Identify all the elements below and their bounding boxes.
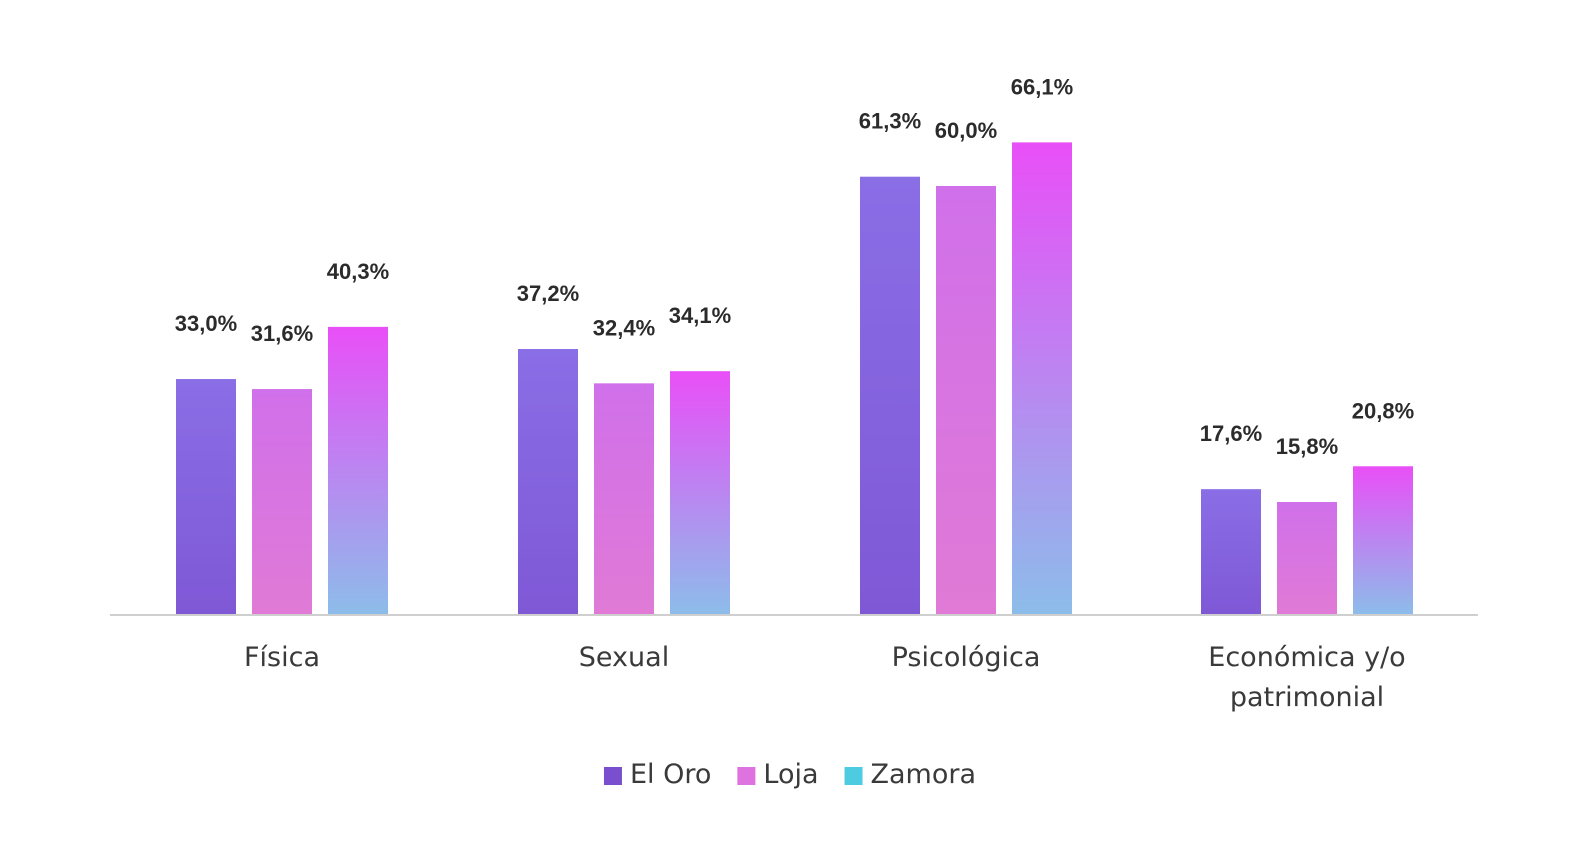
category-label-1: Sexual [579,642,669,673]
data-label-el-oro-1: 37,2% [517,281,579,306]
data-label-el-oro-3: 17,6% [1200,421,1262,446]
data-label-zamora-2: 66,1% [1011,74,1073,99]
bar-el-oro-0 [176,379,236,615]
value-labels-layer: 33,0% 31,6% 40,3% 37,2% 32,4% 34,1% 61,3% 60,0%… [175,74,1414,459]
category-label-2: Psicológica [892,642,1041,673]
data-label-zamora-0: 40,3% [327,259,389,284]
bar-loja-3 [1277,502,1337,615]
data-label-zamora-1: 34,1% [669,303,731,328]
legend-label-zamora: Zamora [871,759,977,790]
bar-loja-0 [252,389,312,615]
legend-swatch-zamora [844,767,863,785]
data-label-loja-1: 32,4% [593,315,655,340]
bar-zamora-3 [1353,466,1413,615]
legend-swatch-el-oro [603,767,622,785]
legend: El Oro Loja Zamora [603,759,977,790]
category-label-0: Física [244,642,320,673]
bar-zamora-2 [1012,142,1072,615]
legend-label-loja: Loja [763,759,818,790]
data-label-loja-0: 31,6% [251,321,313,346]
data-label-loja-3: 15,8% [1276,434,1338,459]
bar-el-oro-2 [860,176,920,615]
data-label-loja-2: 60,0% [935,118,997,143]
category-labels-layer: Física Sexual Psicológica Económica y/o patr… [244,642,1406,713]
bar-loja-1 [594,383,654,615]
legend-swatch-loja [737,767,756,785]
data-label-el-oro-2: 61,3% [859,109,921,134]
bar-zamora-0 [328,326,388,615]
data-label-el-oro-0: 33,0% [175,311,237,336]
bar-el-oro-1 [518,349,578,615]
category-label-3: Económica y/o patrimonial [1208,642,1405,713]
bar-zamora-1 [670,371,730,615]
legend-label-el-oro: El Oro [630,759,711,790]
bar-el-oro-3 [1201,489,1261,615]
data-label-zamora-3: 20,8% [1352,398,1414,423]
bar-loja-2 [936,186,996,615]
bars-layer [176,142,1413,615]
